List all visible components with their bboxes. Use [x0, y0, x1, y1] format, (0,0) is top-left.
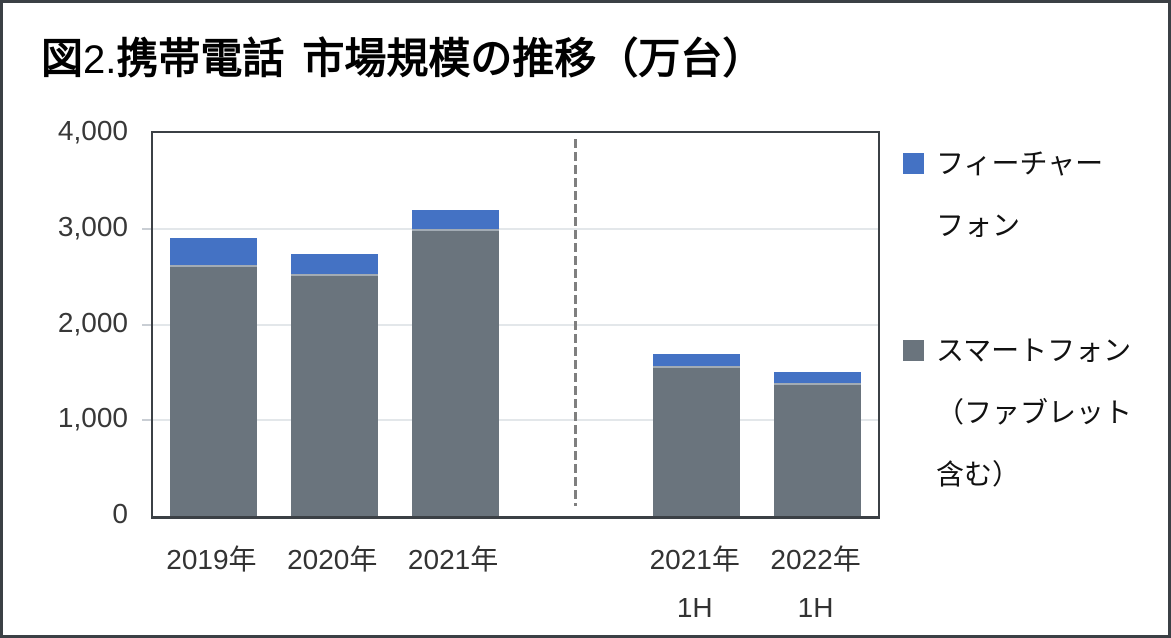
bar-2019年	[169, 238, 257, 516]
x-label-year: 2020年	[287, 544, 378, 575]
group-separator-dashed-line	[574, 139, 578, 506]
x-axis-label-2020年: 2020年	[257, 543, 407, 577]
bar-segment-featurephone	[169, 238, 257, 266]
legend-item-smartphone: スマートフォン （ファブレット 含む）	[903, 320, 1132, 506]
legend-swatch-icon	[903, 153, 924, 174]
bar-2022年 1H	[774, 371, 862, 516]
y-axis-label-4000: 4,000	[57, 115, 128, 146]
bar-segment-smartphone	[774, 382, 862, 516]
chart-title-prefix: 図	[41, 35, 84, 82]
y-axis-label-2000: 2,000	[57, 306, 128, 338]
x-axis-label-2019年: 2019年	[136, 543, 286, 577]
x-label-half: 1H	[797, 592, 834, 623]
legend-item-label: スマートフォン （ファブレット 含む）	[936, 320, 1132, 506]
chart-title: 図2.携帯電話 市場規模の推移（万台）	[41, 35, 764, 83]
legend-label-line: フォン	[936, 210, 1021, 241]
legend-swatch-icon	[903, 340, 924, 361]
bar-2021年 1H	[653, 354, 741, 516]
y-axis-label-0: 0	[112, 498, 128, 529]
x-label-year: 2019年	[166, 544, 257, 575]
bar-segment-featurephone	[411, 209, 499, 229]
x-axis-label-2021年-1H: 2021年 1H	[620, 543, 770, 625]
legend-label-line: フィーチャー	[936, 148, 1104, 179]
legend-label-line: （ファブレット	[936, 397, 1133, 428]
legend: フィーチャー フォンスマートフォン （ファブレット 含む）	[903, 3, 1168, 635]
bar-segment-featurephone	[774, 371, 862, 383]
x-axis-label-2021年: 2021年	[378, 543, 528, 577]
gridline-2000	[153, 323, 878, 326]
bar-segment-smartphone	[290, 273, 378, 516]
legend-label-line: 含む）	[936, 459, 1021, 490]
legend-item-label: フィーチャー フォン	[936, 133, 1103, 257]
bar-2020年	[290, 253, 378, 516]
legend-item-featurephone: フィーチャー フォン	[903, 133, 1103, 257]
gridline-1000	[153, 419, 878, 422]
bar-segment-smartphone	[169, 265, 257, 516]
y-tick-3000	[142, 227, 151, 230]
chart-title-rest: 市場規模の推移（万台）	[302, 35, 765, 82]
chart-title-number: 2.	[83, 38, 117, 82]
bar-segment-smartphone	[411, 228, 499, 516]
y-tick-2000	[142, 323, 151, 326]
y-tick-1000	[142, 419, 151, 422]
x-label-year: 2021年	[649, 544, 740, 575]
x-label-year: 2021年	[407, 544, 499, 575]
y-axis-label-3000: 3,000	[57, 210, 128, 242]
bar-segment-featurephone	[290, 253, 378, 274]
bar-2021年	[411, 209, 499, 516]
bar-segment-smartphone	[653, 365, 741, 516]
bar-segment-featurephone	[653, 354, 741, 366]
x-label-year: 2022年	[770, 544, 861, 575]
plot-area	[151, 131, 880, 519]
x-label-half: 1H	[676, 592, 713, 623]
y-axis-label-1000: 1,000	[57, 402, 128, 434]
legend-label-line: スマートフォン	[936, 335, 1132, 366]
gridline-3000	[153, 227, 878, 230]
chart-title-subject: 携帯電話	[116, 35, 285, 82]
x-axis-label-2022年-1H: 2022年 1H	[741, 543, 891, 625]
